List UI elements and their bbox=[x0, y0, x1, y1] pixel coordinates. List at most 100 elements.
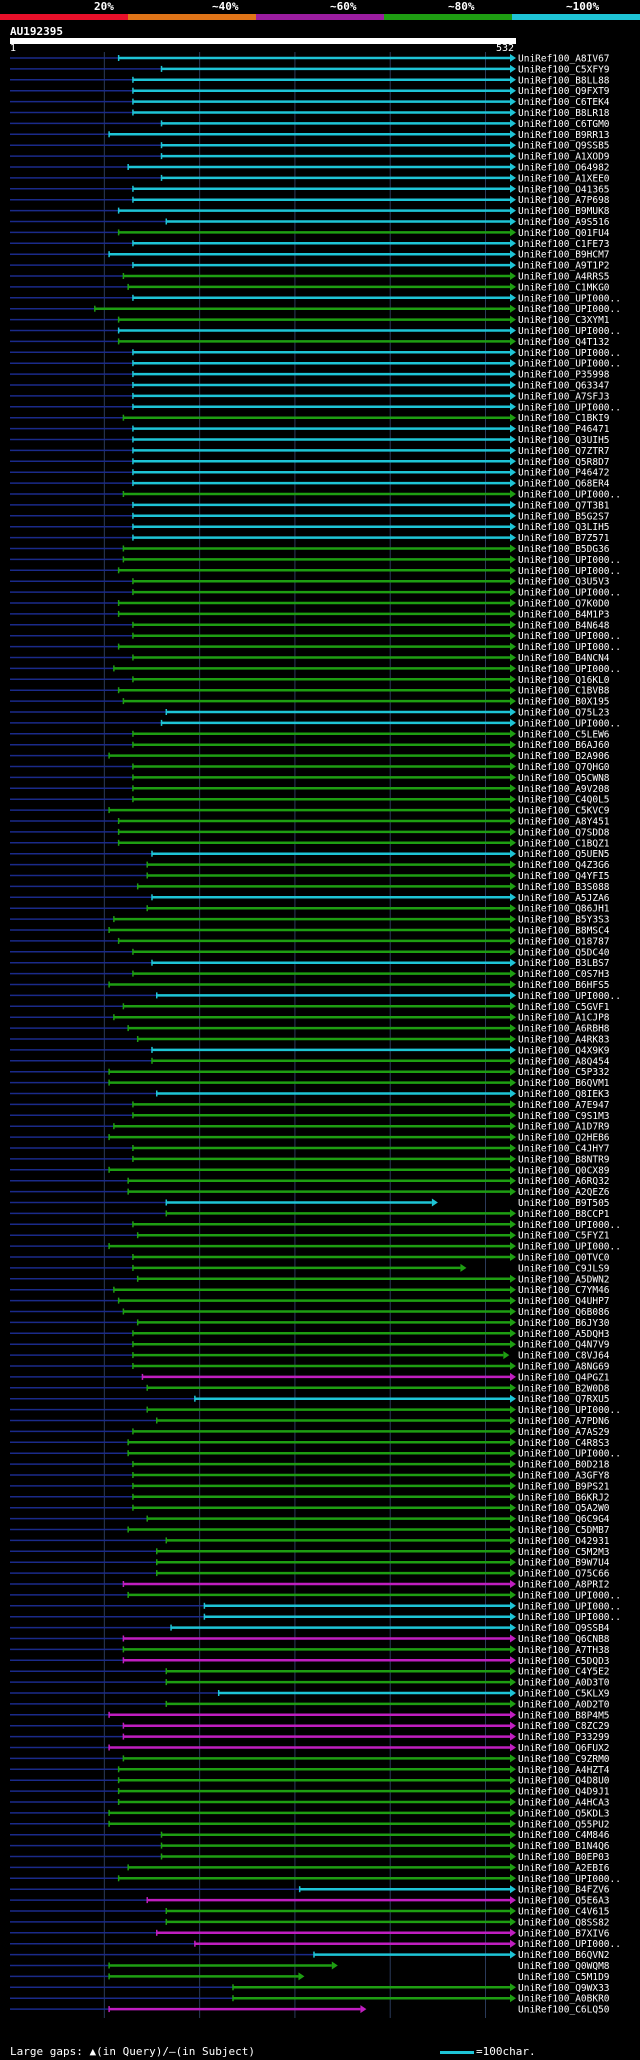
hit-arrow bbox=[510, 1623, 516, 1632]
hit-arrow bbox=[510, 1852, 516, 1861]
hit-arrow bbox=[510, 1242, 516, 1251]
hit-label: UniRef100_C9JLS9 bbox=[518, 1263, 610, 1274]
hit-arrow bbox=[510, 500, 516, 509]
hit-label: UniRef100_C5DQD3 bbox=[518, 1656, 610, 1667]
hit-label: UniRef100_UPI000.. bbox=[518, 642, 621, 653]
hit-label: UniRef100_C1FE73 bbox=[518, 239, 610, 250]
hit-arrow bbox=[510, 697, 516, 706]
hit-arrow bbox=[510, 75, 516, 84]
hit-label: UniRef100_A7PDN6 bbox=[518, 1416, 610, 1427]
hit-label: UniRef100_B9PS21 bbox=[518, 1481, 610, 1492]
hit-arrow bbox=[510, 1699, 516, 1708]
hit-label: UniRef100_C5XFY9 bbox=[518, 64, 610, 75]
hit-arrow bbox=[510, 1220, 516, 1229]
hit-label: UniRef100_A1CJP8 bbox=[518, 1013, 610, 1024]
hit-arrow bbox=[510, 577, 516, 586]
hit-arrow bbox=[510, 904, 516, 913]
hit-arrow bbox=[510, 282, 516, 291]
legend-label-1: ~40% bbox=[212, 0, 239, 13]
hit-label: UniRef100_Q5R8D7 bbox=[518, 457, 610, 468]
hit-arrow bbox=[510, 642, 516, 651]
hit-label: UniRef100_Q68ER4 bbox=[518, 479, 610, 490]
hit-label: UniRef100_UPI000.. bbox=[518, 631, 621, 642]
hit-label: UniRef100_C1BVB8 bbox=[518, 686, 610, 697]
hit-arrow bbox=[510, 1176, 516, 1185]
hit-label: UniRef100_B6AJ60 bbox=[518, 740, 610, 751]
hit-arrow bbox=[510, 54, 516, 62]
hit-label: UniRef100_C5GVF1 bbox=[518, 1002, 610, 1013]
hit-arrow bbox=[510, 795, 516, 804]
legend-swatch-4 bbox=[512, 14, 640, 20]
hit-arrow bbox=[510, 1514, 516, 1523]
hit-arrow bbox=[510, 86, 516, 95]
hit-arrow bbox=[510, 1917, 516, 1926]
hit-arrow bbox=[431, 1198, 438, 1207]
hit-label: UniRef100_C4M846 bbox=[518, 1830, 610, 1841]
hit-label: UniRef100_B4FZV6 bbox=[518, 1885, 610, 1896]
hit-arrow bbox=[510, 947, 516, 956]
hit-arrow bbox=[510, 326, 516, 335]
hit-label: UniRef100_C5KVC9 bbox=[518, 806, 610, 817]
hit-label: UniRef100_A4HZT4 bbox=[518, 1765, 610, 1776]
hit-arrow bbox=[510, 1329, 516, 1338]
hit-arrow bbox=[510, 1045, 516, 1054]
hit-arrow bbox=[510, 555, 516, 564]
hit-arrow bbox=[510, 522, 516, 531]
hit-label: UniRef100_Q63347 bbox=[518, 381, 610, 392]
hit-label: UniRef100_B6QVM1 bbox=[518, 1078, 610, 1089]
hit-label: UniRef100_Q7RXU5 bbox=[518, 1394, 610, 1405]
hit-arrow bbox=[360, 2005, 367, 2014]
hit-arrow bbox=[331, 1961, 338, 1970]
hit-label: UniRef100_Q7T3B1 bbox=[518, 500, 610, 511]
hit-arrow bbox=[510, 1765, 516, 1774]
hit-arrow bbox=[510, 1362, 516, 1370]
hit-arrow bbox=[510, 751, 516, 760]
hit-arrow bbox=[510, 1863, 516, 1872]
hit-arrow bbox=[510, 1002, 516, 1011]
hit-label: UniRef100_C1MKG0 bbox=[518, 282, 610, 293]
hit-label: UniRef100_Q16KL0 bbox=[518, 675, 610, 686]
hit-arrow bbox=[510, 1122, 516, 1131]
hit-label: UniRef100_P46471 bbox=[518, 424, 610, 435]
hit-label: UniRef100_B4N648 bbox=[518, 620, 610, 631]
hit-arrow bbox=[510, 1056, 516, 1065]
hit-arrow bbox=[510, 806, 516, 815]
legend-swatch-0 bbox=[0, 14, 128, 20]
hit-label: UniRef100_B6JY30 bbox=[518, 1318, 610, 1329]
hit-arrow bbox=[510, 304, 516, 313]
hit-label: UniRef100_C5M2M3 bbox=[518, 1547, 610, 1558]
hit-arrow bbox=[510, 1950, 516, 1959]
hit-arrow bbox=[510, 195, 516, 204]
hit-arrow bbox=[510, 1754, 516, 1763]
hit-arrow bbox=[510, 250, 516, 259]
hit-arrow bbox=[510, 1525, 516, 1534]
hit-label: UniRef100_UPI000.. bbox=[518, 1612, 621, 1623]
hit-label: UniRef100_UPI000.. bbox=[518, 359, 621, 370]
hit-arrow bbox=[510, 1580, 516, 1588]
hit-arrow bbox=[510, 544, 516, 553]
hit-arrow bbox=[510, 1340, 516, 1349]
hit-arrow bbox=[510, 1460, 516, 1469]
query-bar bbox=[10, 38, 516, 44]
hit-label: UniRef100_A7TH38 bbox=[518, 1645, 610, 1656]
hit-label: UniRef100_B0D218 bbox=[518, 1460, 610, 1471]
hit-label: UniRef100_Q4D8U0 bbox=[518, 1776, 610, 1787]
hit-arrow bbox=[510, 435, 516, 444]
hit-arrow bbox=[510, 1100, 516, 1109]
hit-label: UniRef100_C1BQZ1 bbox=[518, 838, 610, 849]
hit-arrow bbox=[510, 718, 516, 727]
hit-label: UniRef100_Q9FXT9 bbox=[518, 86, 610, 97]
hit-arrow bbox=[510, 1590, 516, 1599]
scale-swatch bbox=[440, 2051, 474, 2054]
hit-label: UniRef100_B5G2S7 bbox=[518, 511, 610, 522]
hit-label: UniRef100_B2W0D8 bbox=[518, 1383, 610, 1394]
hit-arrow bbox=[510, 1503, 516, 1512]
hit-arrow bbox=[510, 337, 516, 346]
hit-arrow bbox=[510, 1111, 516, 1120]
hit-arrow bbox=[510, 424, 516, 433]
hit-arrow bbox=[510, 381, 516, 389]
hit-arrow bbox=[510, 163, 516, 171]
hit-label: UniRef100_C7YM46 bbox=[518, 1285, 610, 1296]
hit-label: UniRef100_A7SFJ3 bbox=[518, 391, 610, 402]
hit-arrow bbox=[510, 980, 516, 989]
